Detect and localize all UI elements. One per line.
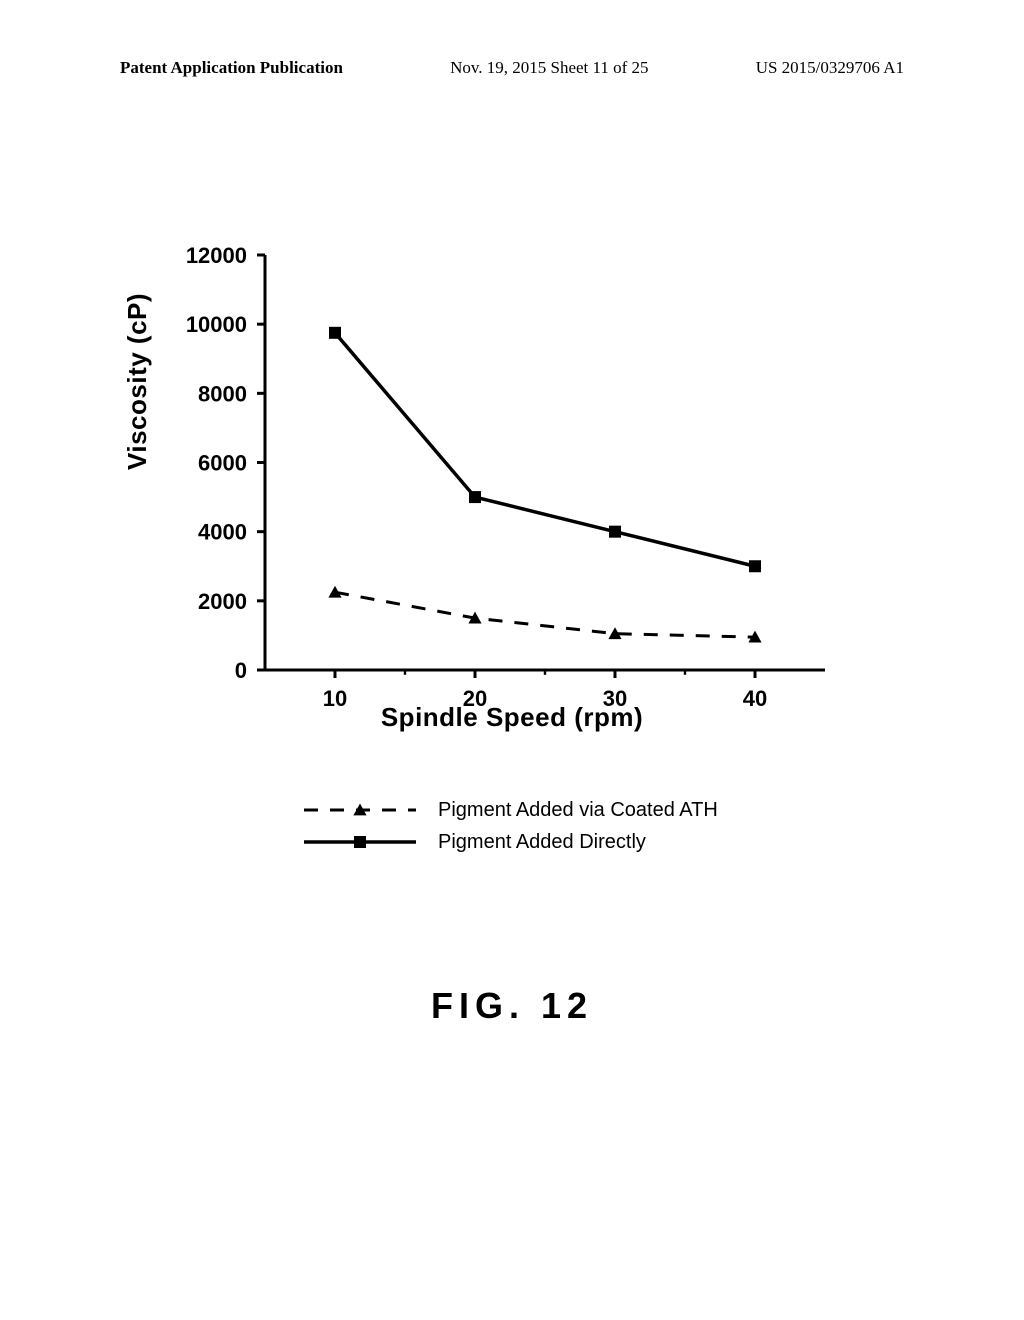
header-right: US 2015/0329706 A1 (756, 58, 904, 78)
legend-swatch (300, 830, 420, 854)
svg-text:10000: 10000 (186, 312, 247, 337)
legend-swatch (300, 798, 420, 822)
x-axis-label: Spindle Speed (rpm) (0, 702, 1024, 733)
y-axis-label: Viscosity (cP) (122, 293, 153, 470)
header-left: Patent Application Publication (120, 58, 343, 78)
legend-label: Pigment Added Directly (438, 831, 646, 854)
svg-text:6000: 6000 (198, 451, 247, 476)
legend-item: Pigment Added via Coated ATH (300, 798, 800, 822)
svg-text:12000: 12000 (186, 243, 247, 268)
svg-text:4000: 4000 (198, 520, 247, 545)
page-header: Patent Application Publication Nov. 19, … (120, 58, 904, 78)
svg-text:0: 0 (235, 658, 247, 683)
svg-text:8000: 8000 (198, 381, 247, 406)
chart-legend: Pigment Added via Coated ATH Pigment Add… (300, 790, 800, 862)
legend-label: Pigment Added via Coated ATH (438, 799, 718, 822)
viscosity-chart: 02000400060008000100001200010203040 (150, 235, 850, 755)
header-center: Nov. 19, 2015 Sheet 11 of 25 (450, 58, 648, 78)
svg-text:2000: 2000 (198, 589, 247, 614)
legend-item: Pigment Added Directly (300, 830, 800, 854)
figure-caption: FIG. 12 (0, 985, 1024, 1027)
